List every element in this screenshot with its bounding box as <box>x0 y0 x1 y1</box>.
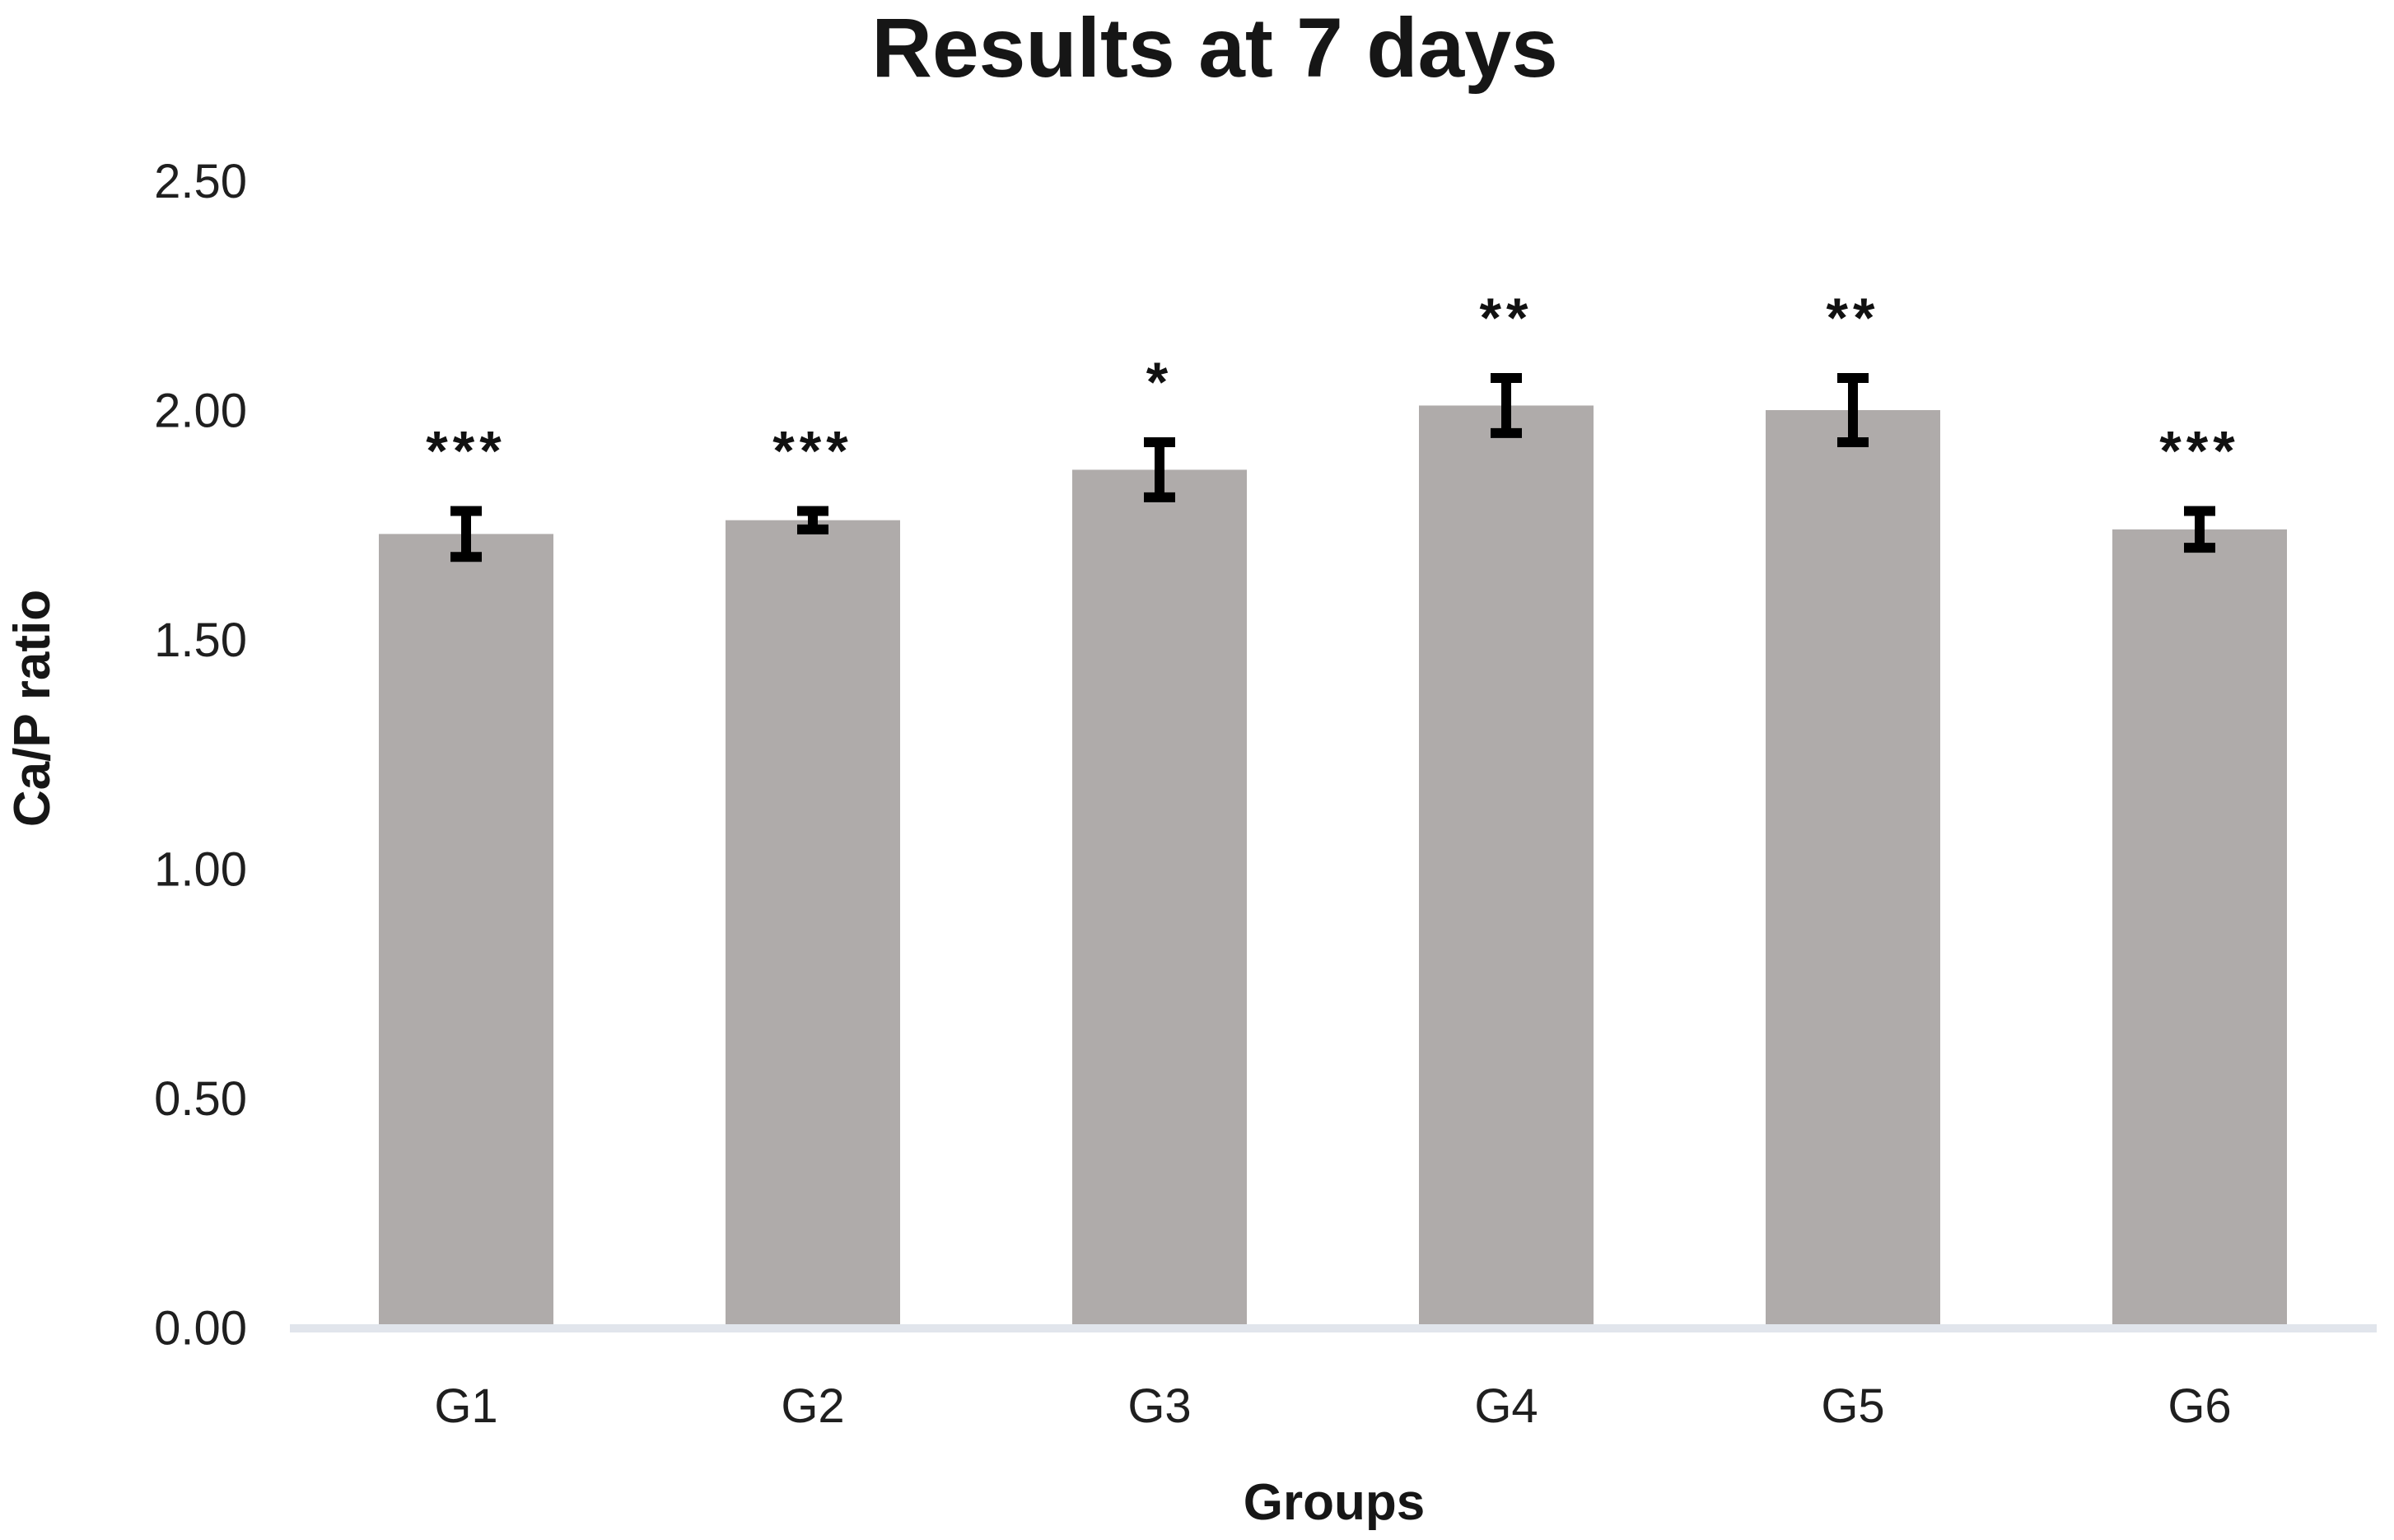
x-tick-label-g5: G5 <box>1821 1379 1884 1433</box>
error-bar-g6 <box>2184 506 2215 553</box>
bars-group <box>379 405 2287 1325</box>
y-tick-label: 2.50 <box>154 155 247 208</box>
x-axis-title: Groups <box>1244 1474 1425 1531</box>
y-axis-tick-labels: 0.00 0.50 1.00 1.50 2.00 2.50 <box>154 155 247 1356</box>
x-axis-line <box>290 1324 2377 1332</box>
y-tick-label: 0.00 <box>154 1301 247 1355</box>
bar-g3 <box>1072 469 1247 1325</box>
bar-g2 <box>726 520 900 1324</box>
bar-g1 <box>379 534 553 1324</box>
bar-g5 <box>1766 410 1940 1324</box>
bar-g4 <box>1419 405 1594 1325</box>
y-tick-label: 2.00 <box>154 384 247 437</box>
y-tick-label: 1.00 <box>154 842 247 896</box>
bar-g6 <box>2112 529 2287 1324</box>
error-bar-g2 <box>797 506 828 534</box>
error-bar-g4 <box>1491 373 1522 438</box>
x-tick-label-g3: G3 <box>1127 1379 1191 1433</box>
y-tick-label: 0.50 <box>154 1072 247 1126</box>
significance-labels-group: *** ****** ***** <box>426 287 2239 483</box>
error-bars-group <box>450 373 2215 562</box>
error-bar-g3 <box>1144 436 1175 502</box>
x-tick-label-g1: G1 <box>434 1379 497 1433</box>
x-tick-label-g4: G4 <box>1474 1379 1538 1433</box>
x-tick-label-g6: G6 <box>2168 1379 2231 1433</box>
error-bar-g5 <box>1837 373 1869 447</box>
significance-label-g5: ** <box>1827 287 1880 349</box>
x-tick-label-g2: G2 <box>781 1379 844 1433</box>
y-axis-title: Ca/P ratio <box>4 590 61 827</box>
significance-label-g6: *** <box>2159 420 2239 483</box>
chart-title: Results at 7 days <box>871 1 1557 95</box>
significance-label-g2: *** <box>772 420 852 483</box>
y-tick-label: 1.50 <box>154 614 247 667</box>
error-bar-g1 <box>450 506 482 562</box>
significance-label-g4: ** <box>1480 287 1533 349</box>
x-axis-tick-labels: G1 G2 G3 G4 G5 G6 <box>434 1379 2231 1433</box>
significance-label-g1: *** <box>426 420 506 483</box>
significance-label-g3: * <box>1146 351 1173 413</box>
